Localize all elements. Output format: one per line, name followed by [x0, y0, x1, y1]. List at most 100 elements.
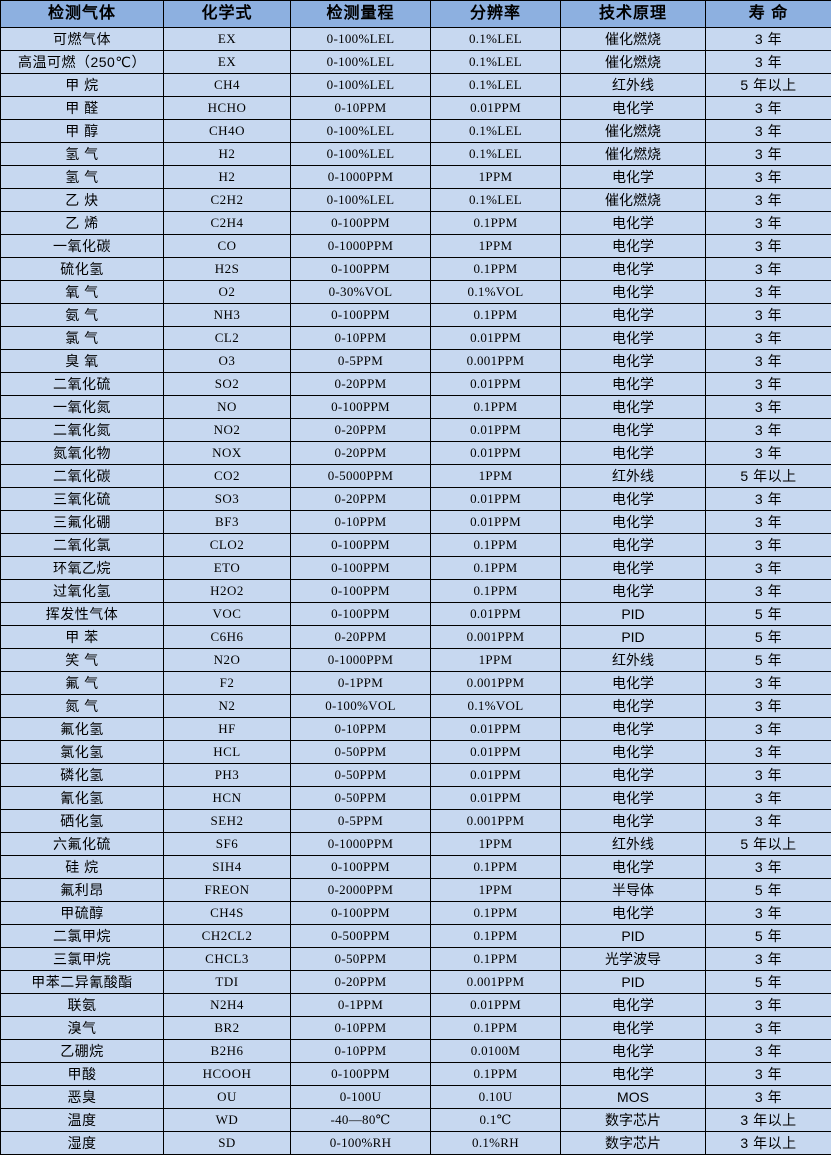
cell-gas: 甲酸 [1, 1063, 164, 1086]
cell-range: 0-100PPM [291, 534, 431, 557]
cell-range: 0-20PPM [291, 488, 431, 511]
cell-range: 0-100PPM [291, 580, 431, 603]
cell-gas: 联氨 [1, 994, 164, 1017]
cell-technology: 光学波导 [561, 948, 706, 971]
cell-range: 0-20PPM [291, 971, 431, 994]
cell-gas: 环氧乙烷 [1, 557, 164, 580]
cell-resolution: 0.1PPM [431, 1017, 561, 1040]
cell-resolution: 0.1PPM [431, 580, 561, 603]
cell-lifetime: 5 年以上 [706, 465, 831, 488]
cell-lifetime: 5 年 [706, 971, 831, 994]
cell-formula: O3 [164, 350, 291, 373]
cell-range: 0-100%LEL [291, 143, 431, 166]
cell-range: 0-100%LEL [291, 189, 431, 212]
cell-gas: 恶臭 [1, 1086, 164, 1109]
cell-gas: 挥发性气体 [1, 603, 164, 626]
cell-lifetime: 3 年 [706, 28, 831, 51]
cell-gas: 氟化氢 [1, 718, 164, 741]
cell-gas: 氟 气 [1, 672, 164, 695]
cell-technology: 电化学 [561, 787, 706, 810]
cell-formula: CLO2 [164, 534, 291, 557]
cell-lifetime: 3 年 [706, 396, 831, 419]
cell-formula: C6H6 [164, 626, 291, 649]
cell-resolution: 0.01PPM [431, 994, 561, 1017]
cell-resolution: 0.01PPM [431, 764, 561, 787]
cell-formula: BR2 [164, 1017, 291, 1040]
cell-gas: 氨 气 [1, 304, 164, 327]
cell-gas: 六氟化硫 [1, 833, 164, 856]
cell-technology: 电化学 [561, 557, 706, 580]
cell-resolution: 0.1℃ [431, 1109, 561, 1132]
cell-gas: 三氟化硼 [1, 511, 164, 534]
column-header-formula: 化学式 [164, 1, 291, 28]
cell-formula: CH4O [164, 120, 291, 143]
cell-formula: B2H6 [164, 1040, 291, 1063]
cell-formula: H2 [164, 143, 291, 166]
cell-gas: 硅 烷 [1, 856, 164, 879]
cell-range: 0-100PPM [291, 212, 431, 235]
cell-formula: CO [164, 235, 291, 258]
cell-formula: HCL [164, 741, 291, 764]
cell-lifetime: 3 年 [706, 327, 831, 350]
cell-lifetime: 3 年 [706, 787, 831, 810]
cell-range: 0-20PPM [291, 626, 431, 649]
cell-formula: H2O2 [164, 580, 291, 603]
cell-resolution: 1PPM [431, 833, 561, 856]
cell-range: 0-50PPM [291, 741, 431, 764]
cell-resolution: 1PPM [431, 166, 561, 189]
cell-gas: 二氧化碳 [1, 465, 164, 488]
cell-gas: 甲硫醇 [1, 902, 164, 925]
cell-formula: CH4S [164, 902, 291, 925]
cell-lifetime: 5 年 [706, 925, 831, 948]
cell-lifetime: 3 年 [706, 212, 831, 235]
cell-formula: VOC [164, 603, 291, 626]
cell-gas: 乙 炔 [1, 189, 164, 212]
cell-lifetime: 3 年 [706, 120, 831, 143]
cell-technology: 数字芯片 [561, 1132, 706, 1155]
cell-lifetime: 3 年 [706, 810, 831, 833]
cell-lifetime: 5 年以上 [706, 833, 831, 856]
cell-range: 0-5PPM [291, 350, 431, 373]
cell-resolution: 0.001PPM [431, 971, 561, 994]
cell-technology: 电化学 [561, 258, 706, 281]
cell-range: 0-1PPM [291, 994, 431, 1017]
cell-gas: 过氧化氢 [1, 580, 164, 603]
cell-technology: 催化燃烧 [561, 189, 706, 212]
cell-resolution: 0.1PPM [431, 1063, 561, 1086]
cell-resolution: 0.10U [431, 1086, 561, 1109]
cell-lifetime: 3 年 [706, 189, 831, 212]
cell-range: 0-1000PPM [291, 833, 431, 856]
cell-resolution: 0.01PPM [431, 511, 561, 534]
cell-formula: EX [164, 28, 291, 51]
cell-gas: 二氧化氮 [1, 419, 164, 442]
cell-lifetime: 3 年 [706, 948, 831, 971]
cell-lifetime: 3 年 [706, 166, 831, 189]
cell-technology: 电化学 [561, 1063, 706, 1086]
cell-gas: 乙硼烷 [1, 1040, 164, 1063]
cell-technology: 数字芯片 [561, 1109, 706, 1132]
cell-lifetime: 3 年以上 [706, 1132, 831, 1155]
cell-technology: 电化学 [561, 856, 706, 879]
cell-range: 0-50PPM [291, 764, 431, 787]
cell-gas: 高温可燃（250℃） [1, 51, 164, 74]
cell-resolution: 0.1PPM [431, 396, 561, 419]
cell-technology: 电化学 [561, 1040, 706, 1063]
cell-technology: 电化学 [561, 442, 706, 465]
cell-lifetime: 3 年 [706, 373, 831, 396]
cell-lifetime: 3 年 [706, 902, 831, 925]
cell-lifetime: 3 年 [706, 419, 831, 442]
cell-lifetime: 3 年 [706, 281, 831, 304]
cell-gas: 三氧化硫 [1, 488, 164, 511]
